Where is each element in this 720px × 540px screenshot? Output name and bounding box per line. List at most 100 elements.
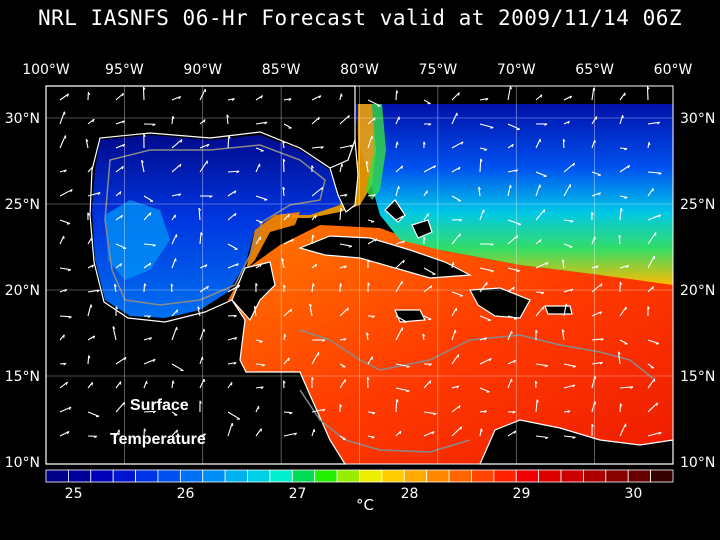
vector-arrow [563,243,573,248]
vector-arrow [255,263,262,269]
vector-arrow [227,135,231,149]
vector-arrow [451,141,464,149]
vector-arrow [59,362,67,366]
vector-arrow [283,238,294,245]
vector-arrow [591,116,598,125]
colorbar-swatch [381,469,405,483]
overlay-label-line1: Surface [130,397,189,414]
vector-arrow [479,337,487,341]
vector-arrow [281,257,285,269]
vector-arrow [479,158,483,173]
vector-arrow [451,426,463,437]
vector-arrow [59,381,68,389]
vector-arrow [339,163,344,173]
vector-arrow [451,354,460,365]
vector-arrow [87,289,100,293]
vector-arrow [311,186,324,197]
vector-arrow [423,236,426,245]
vector-arrow [143,428,147,437]
vector-arrow [283,411,293,415]
vector-arrow [367,282,371,293]
vector-arrow [367,435,375,439]
vector-arrow [451,233,461,245]
vector-arrow [619,147,628,151]
colorbar-swatch [179,469,204,483]
vector-arrow [619,92,626,101]
vector-arrow [255,386,264,390]
colorbar-tick: 29 [513,486,531,502]
vector-arrow [283,284,286,293]
colorbar-swatch [493,469,517,483]
vector-arrow [339,114,350,125]
vector-arrow [113,283,117,293]
vector-arrow [143,212,152,221]
vector-arrow [339,307,349,317]
vector-arrow [311,339,326,342]
vector-arrow [283,98,292,101]
vector-arrow [395,90,399,101]
vector-arrow [619,423,627,437]
vector-arrow [535,435,549,440]
vector-arrow [423,123,432,126]
vector-arrow [59,135,67,149]
vector-arrow [535,363,549,368]
vector-arrow [367,411,376,415]
vector-arrow [255,195,268,201]
vector-arrow [87,435,98,439]
yucatan [231,261,276,322]
vector-arrow [59,430,70,437]
vector-arrow [227,243,238,250]
vector-arrow [282,186,286,197]
vector-arrow [255,147,264,152]
vector-arrow [255,282,258,293]
lon-label: 100°W [22,62,70,78]
lat-label-left: 25°N [5,197,40,213]
vector-arrow [479,97,489,101]
colorbar-swatch [291,469,316,483]
vector-arrow [591,212,594,221]
vector-arrow [199,433,207,437]
vector-arrow [535,306,545,317]
vector-arrow [563,363,576,368]
vector-arrow [227,382,233,389]
vector-arrow [451,329,457,341]
vector-arrow [59,406,72,413]
vector-arrow [395,327,404,341]
vector-arrow [283,333,287,341]
vector-arrow [367,259,370,269]
vector-arrow [647,232,657,245]
vector-arrow [479,410,488,414]
vector-arrow [395,215,404,221]
vector-arrow [143,337,153,341]
vector-arrow [143,410,156,414]
vector-arrow [507,430,517,437]
land [45,85,674,465]
vector-arrow [535,94,543,101]
vector-arrow [619,115,624,125]
vector-arrow [283,357,290,365]
vector-arrow [59,315,72,319]
vector-arrow [311,428,316,437]
vector-arrow [87,335,96,341]
bahamas [384,199,433,239]
colorbar-swatch [224,469,248,483]
vector-arrow [255,121,268,125]
vector-arrow [507,330,513,341]
colorbar-swatch [650,469,674,483]
vector-arrow [199,232,203,245]
vector-arrow [479,147,488,151]
vector-arrow [367,117,376,125]
vector-arrow [226,114,230,125]
vector-arrow [171,411,178,416]
colorbar-swatch [515,469,540,483]
vector-arrow [197,306,201,317]
vector-arrow [253,305,257,317]
vector-arrow [395,165,404,173]
vector-arrow [451,92,460,101]
vector-arrow [617,351,621,365]
map-frame [45,85,674,465]
vector-arrow [423,363,432,367]
vector-arrow [115,356,127,365]
vector-arrow [87,118,95,125]
vector-arrow [647,402,659,413]
